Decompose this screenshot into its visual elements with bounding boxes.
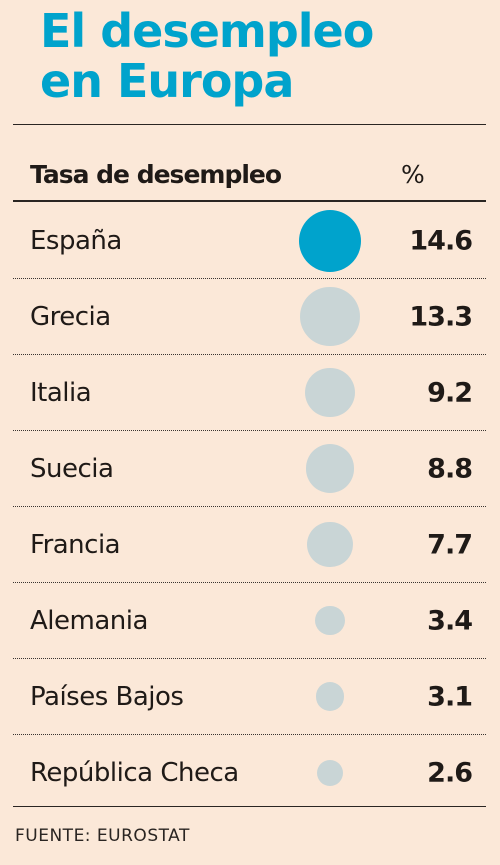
value-bubble	[305, 444, 355, 493]
table-row: Suecia 8.8	[13, 431, 486, 507]
country-label: Alemania	[30, 605, 148, 636]
value-bubble	[316, 759, 344, 787]
table-row: Países Bajos 3.1	[13, 659, 486, 735]
value-bubble	[299, 209, 361, 272]
country-label: Francia	[30, 529, 121, 560]
value-bubble	[315, 605, 345, 636]
country-label: España	[30, 225, 122, 256]
value-label: 9.2	[427, 377, 473, 408]
table-row: Francia 7.7	[13, 507, 486, 583]
header-unit: %	[401, 160, 425, 189]
country-label: República Checa	[30, 758, 239, 788]
value-bubble	[300, 286, 360, 347]
country-label: Suecia	[30, 453, 114, 484]
bottom-divider	[13, 806, 486, 807]
top-divider	[13, 124, 486, 125]
table-row: República Checa 2.6	[13, 735, 486, 811]
value-bubble	[307, 522, 353, 568]
header-divider	[13, 200, 486, 202]
country-label: Países Bajos	[30, 681, 184, 712]
value-label: 3.1	[427, 681, 473, 712]
value-label: 13.3	[409, 301, 473, 332]
source-note: FUENTE: EUROSTAT	[15, 826, 190, 846]
table-header: Tasa de desempleo %	[13, 160, 486, 196]
value-label: 3.4	[427, 605, 473, 636]
value-bubble	[315, 682, 345, 711]
chart-title-line-2: en Europa	[40, 54, 294, 108]
chart-title: El desempleo en Europa	[40, 4, 374, 108]
bubble-table: España 14.6 Grecia 13.3 Italia 9.2 Suecia 8.8 Fr…	[13, 203, 486, 811]
table-row: Alemania 3.4	[13, 583, 486, 659]
chart-title-line-1: El desempleo	[40, 4, 374, 58]
value-label: 8.8	[427, 453, 473, 484]
value-label: 2.6	[427, 757, 473, 789]
value-bubble	[305, 367, 355, 418]
country-label: Grecia	[30, 301, 111, 332]
country-label: Italia	[30, 377, 92, 408]
table-row: España 14.6	[13, 203, 486, 279]
header-label: Tasa de desempleo	[30, 160, 282, 189]
table-row: Italia 9.2	[13, 355, 486, 431]
table-row: Grecia 13.3	[13, 279, 486, 355]
value-label: 7.7	[427, 529, 473, 560]
value-label: 14.6	[409, 225, 473, 256]
